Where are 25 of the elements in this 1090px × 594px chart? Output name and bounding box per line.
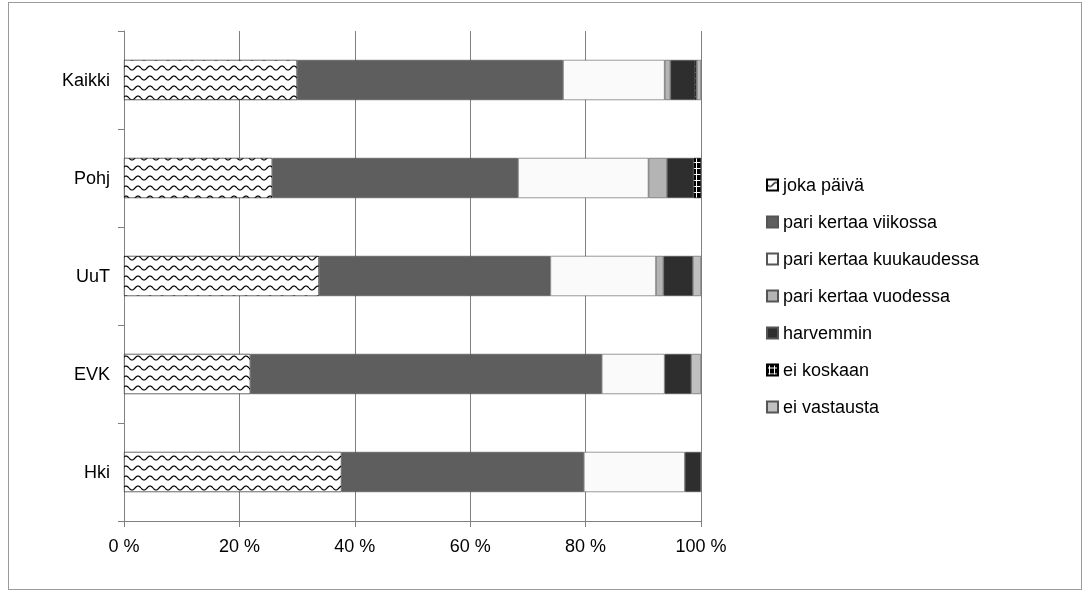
- y-tick-label: Kaikki: [61, 70, 110, 90]
- y-tick-label: Pohj: [73, 168, 110, 188]
- bar: [696, 59, 701, 101]
- bar: [693, 157, 701, 199]
- legend-label: ei koskaan: [783, 360, 870, 380]
- y-tick-label: UuT: [75, 266, 110, 286]
- x-tick-label: 0 %: [108, 536, 140, 556]
- legend-label: joka päivä: [782, 175, 866, 195]
- x-tick-label: 100 %: [675, 536, 727, 556]
- legend-label: pari kertaa vuodessa: [783, 286, 952, 306]
- bar: [124, 255, 320, 297]
- y-tick-label: EVK: [73, 364, 110, 384]
- legend-label: pari kertaa viikossa: [783, 212, 939, 232]
- legend-label: ei vastausta: [783, 397, 881, 417]
- bar: [124, 157, 273, 199]
- x-tick-label: 40 %: [334, 536, 376, 556]
- legend-label: harvemmin: [783, 323, 873, 343]
- x-tick-label: 60 %: [449, 536, 491, 556]
- bar: [124, 59, 298, 101]
- legend-label: pari kertaa kuukaudessa: [783, 249, 981, 269]
- bar: [124, 353, 251, 395]
- y-tick-label: Hki: [84, 462, 110, 482]
- bar: [124, 451, 342, 493]
- x-tick-label: 20 %: [218, 536, 260, 556]
- x-tick-label: 80 %: [565, 536, 607, 556]
